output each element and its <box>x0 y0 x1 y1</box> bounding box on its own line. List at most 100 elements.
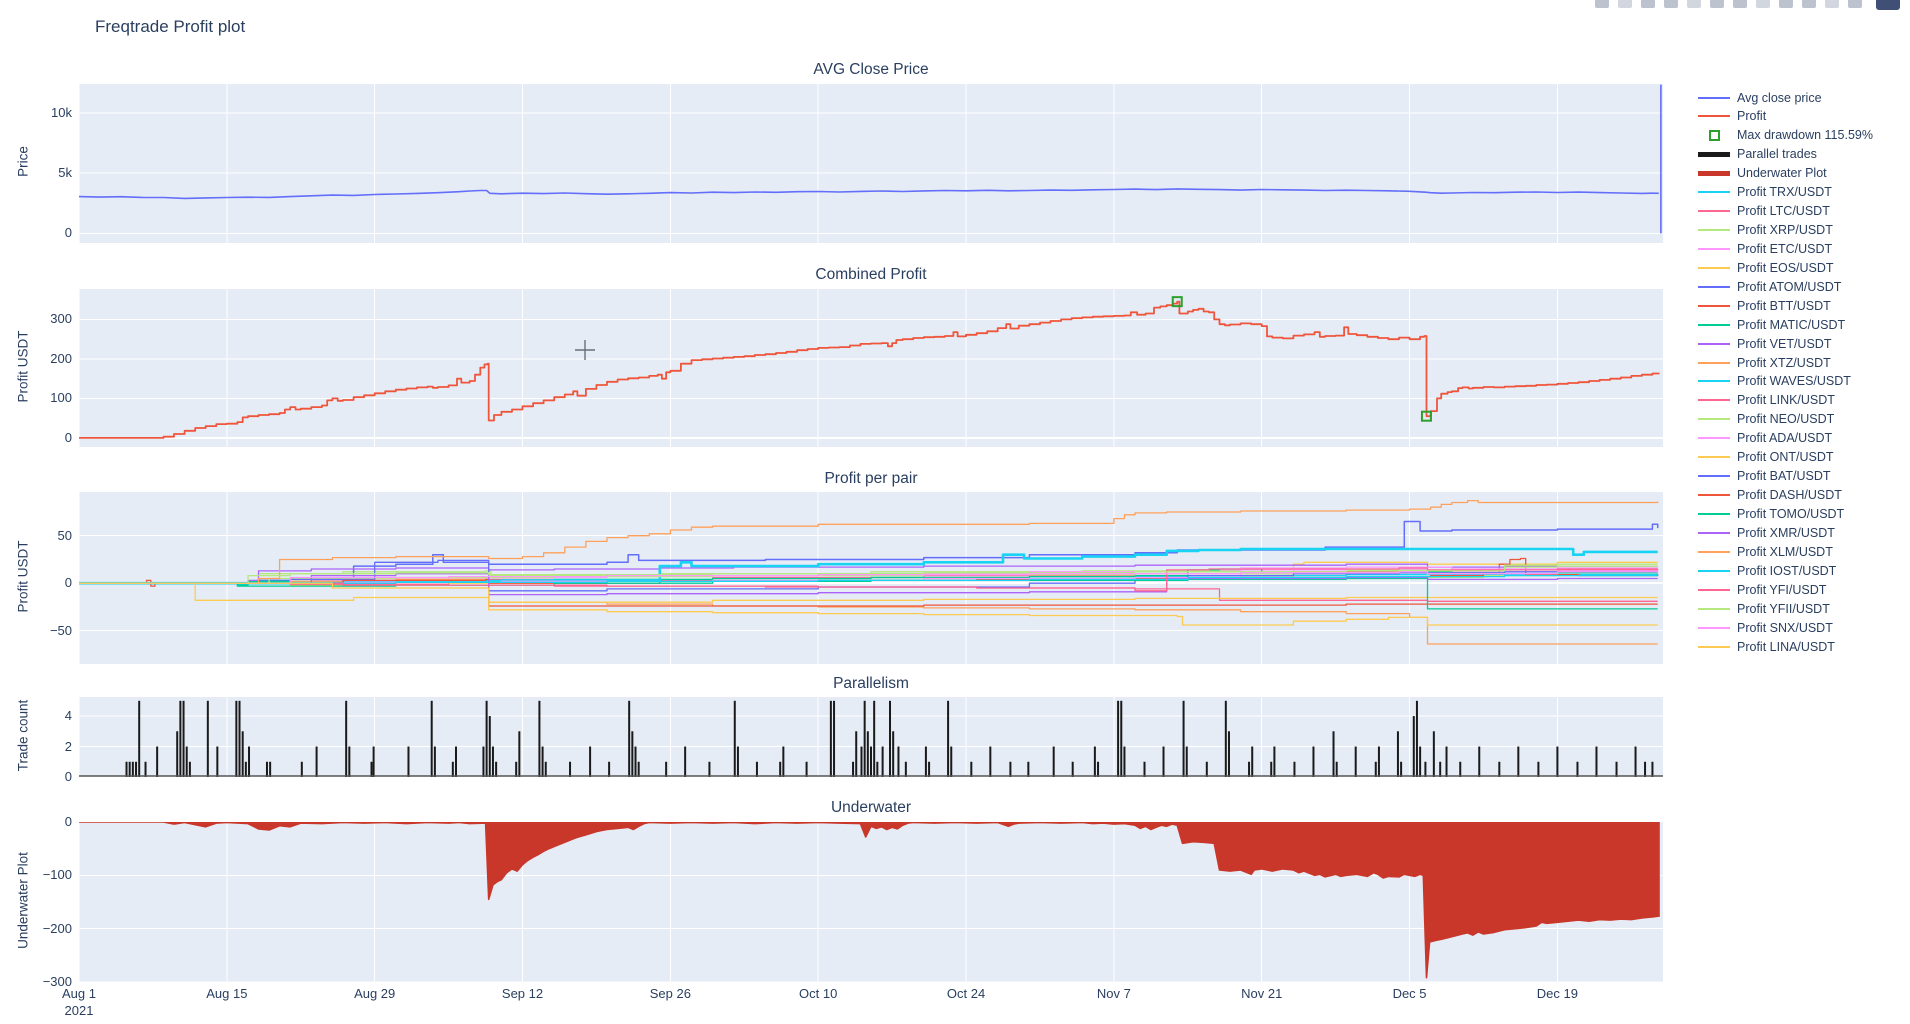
panel-parallelism[interactable] <box>79 697 1663 777</box>
legend-swatch <box>1698 531 1730 534</box>
panel-profit-per-pair[interactable] <box>79 492 1663 664</box>
box-select-icon[interactable] <box>1664 0 1678 8</box>
x-tick-label: Aug 1 <box>62 986 96 1001</box>
legend-swatch <box>1698 323 1730 326</box>
series-profit-xtz-usdt <box>79 578 1658 645</box>
legend-label: Profit ATOM/USDT <box>1737 279 1842 294</box>
y-tick-label: 100 <box>50 390 72 406</box>
legend-item-profit-etc-usdt[interactable]: Profit ETC/USDT <box>1698 240 1832 257</box>
legend-label: Profit SNX/USDT <box>1737 620 1833 635</box>
hover-closest-icon[interactable] <box>1825 0 1839 8</box>
panel-title-parallelism: Parallelism <box>833 675 909 692</box>
legend-item-profit-ont-usdt[interactable]: Profit ONT/USDT <box>1698 449 1834 466</box>
legend-item-profit-yfi-usdt[interactable]: Profit YFI/USDT <box>1698 581 1826 598</box>
zoom-in-icon[interactable] <box>1710 0 1724 8</box>
legend-item-profit-atom-usdt[interactable]: Profit ATOM/USDT <box>1698 278 1841 295</box>
legend-label: Profit XMR/USDT <box>1737 525 1835 540</box>
legend-swatch <box>1698 380 1730 383</box>
y-tick-label: 300 <box>50 311 72 327</box>
legend-item-profit-tomo-usdt[interactable]: Profit TOMO/USDT <box>1698 506 1844 523</box>
y-tick-label: −50 <box>49 622 72 638</box>
legend-item-profit[interactable]: Profit <box>1698 108 1766 125</box>
series-profit-ont-usdt <box>79 582 1658 603</box>
legend-swatch <box>1698 588 1730 591</box>
legend-swatch <box>1698 96 1730 99</box>
legend-item-profit-bat-usdt[interactable]: Profit BAT/USDT <box>1698 468 1831 485</box>
lasso-select-icon[interactable] <box>1687 0 1701 8</box>
legend-label: Profit XTZ/USDT <box>1737 355 1831 370</box>
series-profit-lina-usdt <box>79 582 1658 626</box>
parallel-trades-bars <box>125 700 1654 777</box>
series-profit-dash-usdt <box>79 578 1658 607</box>
legend-item-profit-btt-usdt[interactable]: Profit BTT/USDT <box>1698 297 1831 314</box>
hover-compare-icon[interactable] <box>1848 0 1862 8</box>
legend-item-parallel-trades[interactable]: Parallel trades <box>1698 146 1817 163</box>
y-axis-title-underwater-plot: Underwater Plot <box>15 852 31 949</box>
panel-underwater[interactable] <box>79 822 1663 982</box>
legend-swatch <box>1698 418 1730 421</box>
legend-swatch <box>1698 115 1730 118</box>
x-tick-label: Sep 12 <box>501 986 544 1001</box>
legend-swatch <box>1698 626 1730 629</box>
legend-item-profit-yfii-usdt[interactable]: Profit YFII/USDT <box>1698 600 1830 617</box>
legend-label: Avg close price <box>1737 90 1822 105</box>
legend-label: Underwater Plot <box>1737 166 1827 181</box>
plotly-logo[interactable] <box>1876 0 1900 10</box>
panel-avg-close-price[interactable] <box>79 84 1663 243</box>
series-profit-waves-usdt <box>79 547 1658 585</box>
camera-icon[interactable] <box>1595 0 1609 8</box>
legend-swatch <box>1698 399 1730 402</box>
legend-item-profit-eos-usdt[interactable]: Profit EOS/USDT <box>1698 259 1834 276</box>
autoscale-icon[interactable] <box>1756 0 1770 8</box>
legend-item-profit-xtz-usdt[interactable]: Profit XTZ/USDT <box>1698 354 1831 371</box>
legend-item-profit-xlm-usdt[interactable]: Profit XLM/USDT <box>1698 543 1833 560</box>
legend-item-profit-ada-usdt[interactable]: Profit ADA/USDT <box>1698 430 1832 447</box>
series-profit-yfi-usdt <box>79 567 1658 592</box>
series-profit <box>79 300 1660 439</box>
legend-swatch <box>1698 191 1730 194</box>
legend-label: Profit TOMO/USDT <box>1737 507 1845 521</box>
legend-item-profit-trx-usdt[interactable]: Profit TRX/USDT <box>1698 184 1832 201</box>
series-avg-close-price <box>79 188 1659 200</box>
legend-swatch <box>1698 285 1730 288</box>
zoom-out-icon[interactable] <box>1733 0 1747 8</box>
reset-axes-icon[interactable] <box>1779 0 1793 8</box>
x-tick-label-year: 2021 <box>64 1003 94 1018</box>
y-tick-label: 0 <box>64 769 72 784</box>
pan-icon[interactable] <box>1641 0 1655 8</box>
panel-title-avg-close-price: AVG Close Price <box>813 61 929 78</box>
legend-label: Profit BAT/USDT <box>1737 469 1831 484</box>
legend-label: Profit ADA/USDT <box>1737 431 1833 446</box>
legend-item-profit-waves-usdt[interactable]: Profit WAVES/USDT <box>1698 373 1851 390</box>
y-tick-label: 0 <box>64 225 72 241</box>
legend-item-profit-xrp-usdt[interactable]: Profit XRP/USDT <box>1698 222 1833 239</box>
zoom-icon[interactable] <box>1618 0 1632 8</box>
legend-item-profit-lina-usdt[interactable]: Profit LINA/USDT <box>1698 638 1835 655</box>
legend-item-max-drawdown-115-59-[interactable]: Max drawdown 115.59% <box>1698 127 1873 144</box>
legend-label: Profit IOST/USDT <box>1737 563 1837 578</box>
legend-label: Profit LINA/USDT <box>1737 639 1835 654</box>
legend-item-profit-link-usdt[interactable]: Profit LINK/USDT <box>1698 392 1835 409</box>
legend-item-profit-xmr-usdt[interactable]: Profit XMR/USDT <box>1698 524 1835 541</box>
y-tick-label: 0 <box>64 575 72 591</box>
y-tick-label: −300 <box>42 974 72 989</box>
legend-label: Profit YFI/USDT <box>1737 582 1827 597</box>
legend-item-avg-close-price[interactable]: Avg close price <box>1698 89 1822 106</box>
legend-item-underwater-plot[interactable]: Underwater Plot <box>1698 165 1827 182</box>
legend-item-profit-vet-usdt[interactable]: Profit VET/USDT <box>1698 335 1831 352</box>
modebar <box>1586 0 1900 10</box>
legend-label: Profit XRP/USDT <box>1737 223 1833 237</box>
legend-item-profit-ltc-usdt[interactable]: Profit LTC/USDT <box>1698 203 1830 220</box>
toggle-spikelines-icon[interactable] <box>1802 0 1816 8</box>
panel-combined-profit[interactable] <box>79 289 1663 447</box>
legend-swatch <box>1698 513 1730 515</box>
y-tick-label: 200 <box>50 350 72 366</box>
legend-item-profit-iost-usdt[interactable]: Profit IOST/USDT <box>1698 562 1836 579</box>
legend-item-profit-snx-usdt[interactable]: Profit SNX/USDT <box>1698 619 1833 636</box>
legend-label: Profit XLM/USDT <box>1737 544 1833 559</box>
legend-item-profit-matic-usdt[interactable]: Profit MATIC/USDT <box>1698 316 1845 333</box>
legend-item-profit-neo-usdt[interactable]: Profit NEO/USDT <box>1698 411 1834 428</box>
panel-title-profit-per-pair: Profit per pair <box>824 470 918 487</box>
legend-item-profit-dash-usdt[interactable]: Profit DASH/USDT <box>1698 487 1842 504</box>
